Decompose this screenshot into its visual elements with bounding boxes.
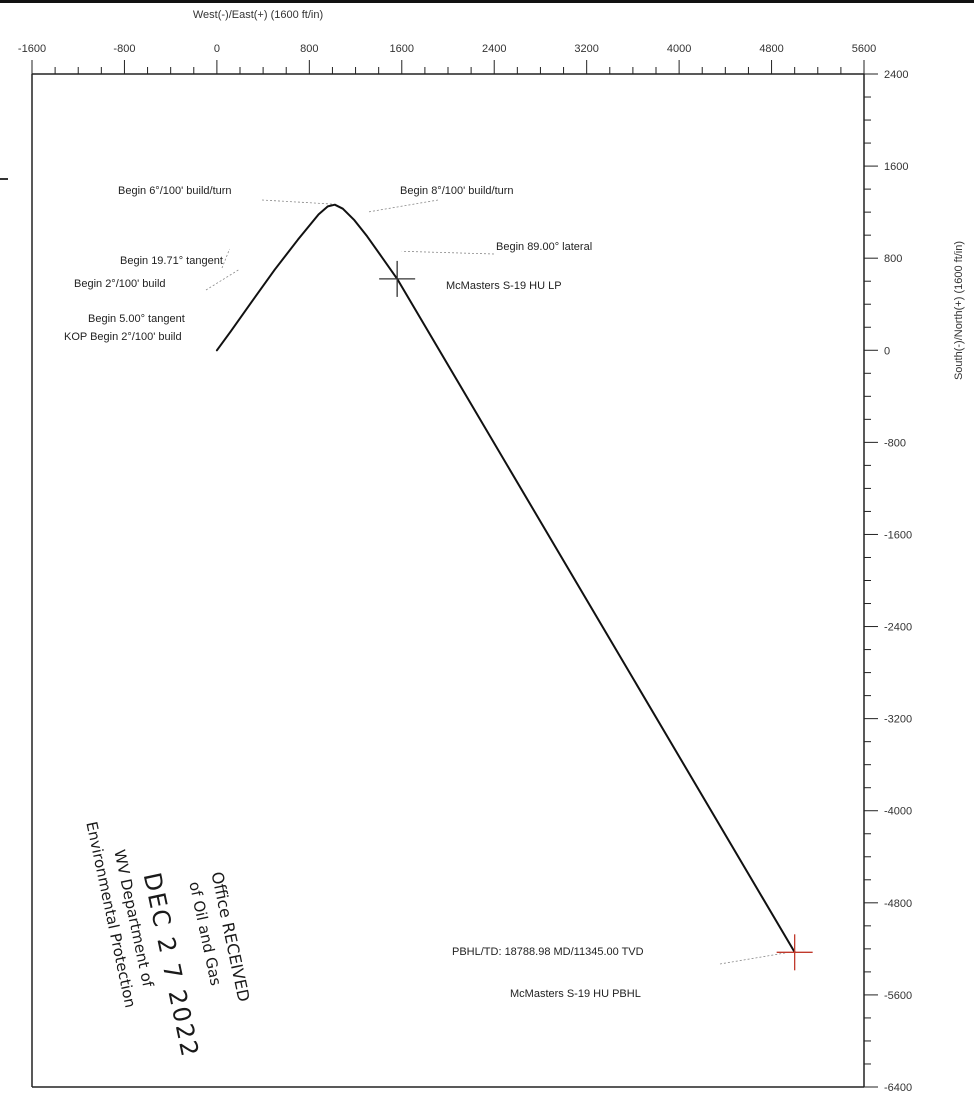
annotation-leader xyxy=(205,269,240,291)
chart-axes: -1600 -800 0 800 1600 2400 3200 4000 4800 5600 240… xyxy=(18,9,965,1094)
annotation-label: Begin 2°/100' build xyxy=(74,278,166,290)
annotation-label: McMasters S-19 HU LP xyxy=(446,280,562,292)
annotation-leader xyxy=(261,199,333,205)
annotation-label: Begin 5.00° tangent xyxy=(88,313,185,325)
x-tick-label: 4800 xyxy=(759,43,783,55)
x-tick-label: 0 xyxy=(214,43,220,55)
annotation-label: Begin 8°/100' build/turn xyxy=(400,185,514,197)
annotation-leader xyxy=(367,199,439,213)
x-tick-label: 800 xyxy=(300,43,318,55)
y-tick-label: 1600 xyxy=(884,161,908,173)
top-border xyxy=(0,0,974,3)
x-axis-title: West(-)/East(+) (1600 ft/in) xyxy=(193,9,323,21)
target-markers xyxy=(379,260,813,971)
x-tick-label: 3200 xyxy=(574,43,598,55)
annotation-leader xyxy=(401,250,495,255)
y-tick-label: -1600 xyxy=(884,529,912,541)
annotation-label: Begin 19.71° tangent xyxy=(120,255,223,267)
y-tick-label: 2400 xyxy=(884,69,908,81)
well-path-series xyxy=(215,203,796,954)
x-tick-label: 1600 xyxy=(390,43,414,55)
well-path-line xyxy=(215,203,796,954)
x-tick-label: 5600 xyxy=(852,43,876,55)
annotation-leaders xyxy=(205,199,789,965)
y-tick-label: -2400 xyxy=(884,622,912,634)
lp-target-marker xyxy=(379,260,416,297)
y-tick-label: -6400 xyxy=(884,1082,912,1094)
annotation-leader xyxy=(221,248,230,269)
y-tick-label: 0 xyxy=(884,345,890,357)
y-axis-title: South(-)/North(+) (1600 ft/in) xyxy=(953,241,965,380)
annotation-label: McMasters S-19 HU PBHL xyxy=(510,988,641,1000)
annotation-labels: Begin 6°/100' build/turn Begin 8°/100' bu… xyxy=(64,185,644,1000)
y-tick-label: -4800 xyxy=(884,898,912,910)
x-tick-label: -1600 xyxy=(18,43,46,55)
annotation-label: Begin 6°/100' build/turn xyxy=(118,185,232,197)
page-edge-mark xyxy=(0,178,8,180)
y-tick-label: 800 xyxy=(884,253,902,265)
pbhl-target-marker xyxy=(776,934,813,971)
y-tick-label: -5600 xyxy=(884,990,912,1002)
y-tick-label: -4000 xyxy=(884,806,912,818)
y-tick-label: -800 xyxy=(884,437,906,449)
y-tick-label: -3200 xyxy=(884,714,912,726)
annotation-label: Begin 89.00° lateral xyxy=(496,241,592,253)
x-tick-label: 2400 xyxy=(482,43,506,55)
annotation-label: PBHL/TD: 18788.98 MD/11345.00 TVD xyxy=(452,946,644,958)
x-tick-label: 4000 xyxy=(667,43,691,55)
annotation-leader xyxy=(719,951,789,965)
x-tick-label: -800 xyxy=(113,43,135,55)
annotation-label: KOP Begin 2°/100' build xyxy=(64,331,182,343)
